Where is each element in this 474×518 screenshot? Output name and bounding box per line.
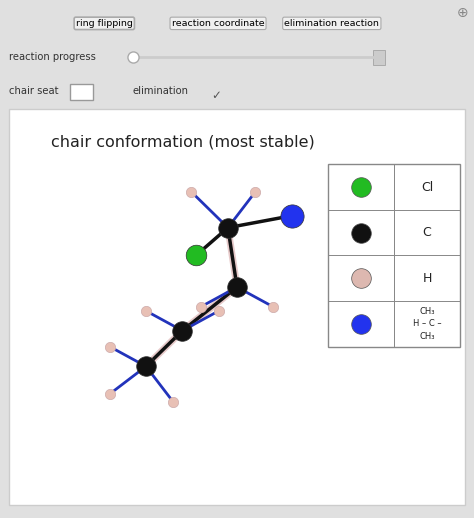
Text: elimination reaction: elimination reaction — [284, 19, 379, 28]
Point — [188, 188, 195, 196]
Text: H: H — [422, 271, 432, 285]
Text: reaction coordinate: reaction coordinate — [172, 19, 264, 28]
Point — [106, 342, 113, 351]
Point — [192, 251, 200, 260]
Text: CH₃: CH₃ — [419, 332, 435, 341]
Text: reaction progress: reaction progress — [9, 52, 96, 62]
Point — [270, 303, 277, 311]
Text: CH₃: CH₃ — [419, 307, 435, 315]
Point — [357, 228, 365, 237]
Point — [170, 398, 177, 406]
Point — [106, 390, 113, 398]
Text: ring flipping: ring flipping — [76, 19, 133, 28]
Point — [357, 320, 365, 328]
Text: chair seat: chair seat — [9, 87, 59, 96]
Point — [142, 362, 150, 370]
Point — [233, 283, 241, 291]
Text: elimination: elimination — [133, 87, 189, 96]
Text: ⊕: ⊕ — [456, 6, 468, 20]
Text: Cl: Cl — [421, 181, 433, 194]
Bar — [70, 84, 93, 100]
Text: H – C –: H – C – — [413, 319, 441, 328]
Bar — [373, 50, 385, 65]
Point — [179, 326, 186, 335]
Point — [197, 303, 204, 311]
Text: chair conformation (most stable): chair conformation (most stable) — [51, 135, 314, 150]
Bar — [328, 164, 460, 347]
Text: C: C — [423, 226, 431, 239]
Point — [251, 188, 259, 196]
Point — [224, 224, 232, 232]
Text: ✓: ✓ — [211, 89, 221, 102]
Point — [215, 307, 223, 315]
Point — [357, 274, 365, 282]
Point — [357, 183, 365, 191]
Point — [288, 212, 295, 220]
Point — [142, 307, 150, 315]
